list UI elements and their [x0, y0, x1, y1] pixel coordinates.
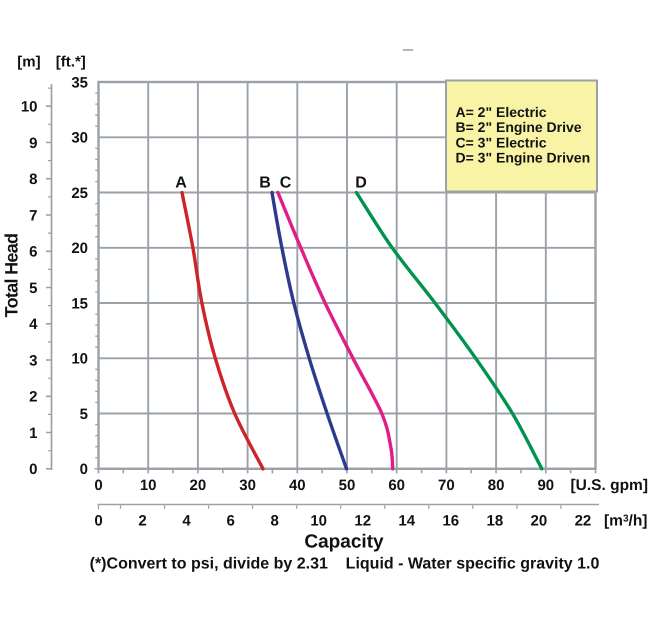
svg-text:10: 10	[71, 351, 88, 368]
svg-text:6: 6	[29, 244, 37, 261]
svg-text:2: 2	[29, 389, 37, 406]
svg-text:90: 90	[537, 477, 554, 494]
svg-text:0: 0	[29, 461, 37, 478]
svg-text:1: 1	[29, 425, 37, 442]
svg-text:9: 9	[29, 135, 37, 152]
svg-text:5: 5	[29, 280, 37, 297]
svg-text:30: 30	[71, 130, 88, 147]
svg-text:B: B	[259, 174, 271, 191]
svg-text:15: 15	[71, 295, 88, 312]
svg-text:10: 10	[140, 477, 157, 494]
svg-text:Total Head: Total Head	[1, 234, 21, 318]
svg-text:16: 16	[442, 512, 459, 529]
svg-text:C= 3" Electric: C= 3" Electric	[456, 134, 547, 150]
svg-text:22: 22	[575, 512, 592, 529]
svg-text:0: 0	[94, 477, 102, 494]
svg-text:35: 35	[71, 74, 88, 91]
svg-text:10: 10	[310, 512, 327, 529]
svg-text:20: 20	[190, 477, 207, 494]
svg-text:Capacity: Capacity	[304, 532, 384, 553]
svg-text:A: A	[175, 174, 187, 191]
svg-text:[m3/h]: [m3/h]	[604, 512, 647, 529]
svg-text:[m]: [m]	[17, 54, 40, 71]
svg-text:7: 7	[29, 207, 37, 224]
svg-text:50: 50	[339, 477, 356, 494]
svg-text:B= 2" Engine Drive: B= 2" Engine Drive	[456, 119, 582, 135]
svg-text:C: C	[280, 174, 292, 191]
svg-text:80: 80	[488, 477, 505, 494]
svg-text:4: 4	[29, 316, 38, 333]
svg-text:12: 12	[354, 512, 371, 529]
svg-text:[U.S. gpm]: [U.S. gpm]	[571, 477, 649, 494]
svg-text:(*)Convert to psi, divide by 2: (*)Convert to psi, divide by 2.31 Liquid…	[90, 555, 600, 572]
svg-text:20: 20	[531, 512, 548, 529]
svg-text:[ft.*]: [ft.*]	[56, 54, 86, 71]
svg-text:14: 14	[398, 512, 415, 529]
svg-text:A= 2" Electric: A= 2" Electric	[456, 104, 547, 120]
svg-text:8: 8	[29, 171, 37, 188]
svg-text:D= 3" Engine Driven: D= 3" Engine Driven	[456, 150, 591, 166]
svg-text:2: 2	[138, 512, 146, 529]
svg-text:0: 0	[94, 512, 102, 529]
svg-text:D: D	[355, 174, 367, 191]
svg-text:6: 6	[226, 512, 234, 529]
svg-text:8: 8	[270, 512, 278, 529]
svg-text:40: 40	[289, 477, 306, 494]
svg-text:0: 0	[80, 461, 88, 478]
svg-text:10: 10	[21, 99, 38, 116]
svg-text:60: 60	[388, 477, 405, 494]
svg-text:20: 20	[71, 240, 88, 257]
svg-text:4: 4	[182, 512, 191, 529]
svg-text:30: 30	[239, 477, 256, 494]
svg-text:3: 3	[29, 352, 37, 369]
svg-text:5: 5	[80, 406, 88, 423]
svg-text:70: 70	[438, 477, 455, 494]
svg-text:25: 25	[71, 185, 88, 202]
svg-text:18: 18	[487, 512, 504, 529]
